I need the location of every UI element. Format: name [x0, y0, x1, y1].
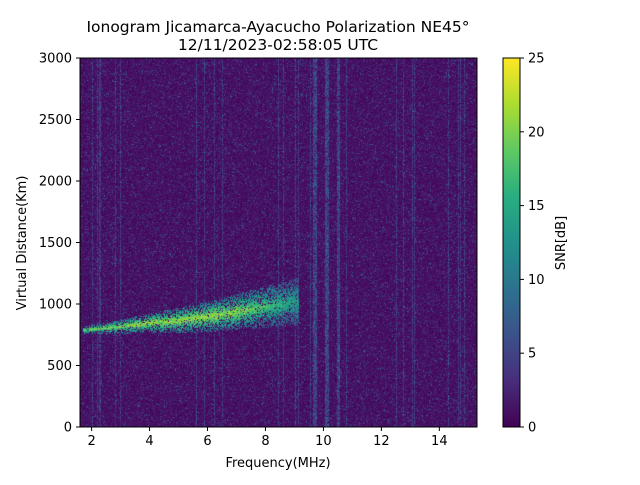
chart-title: Ionogram Jicamarca-Ayacucho Polarization…: [86, 18, 469, 36]
x-tick-label: 10: [315, 434, 332, 449]
y-tick-label: 500: [47, 359, 72, 374]
colorbar-tick-label: 5: [528, 347, 536, 362]
colorbar-ticks: 0 5 10 15 20 25: [520, 52, 545, 436]
y-tick-label: 0: [64, 421, 72, 436]
x-tick-label: 2: [87, 434, 95, 449]
x-tick-label: 8: [261, 434, 269, 449]
y-tick-label: 1500: [39, 236, 72, 251]
x-axis-label: Frequency(MHz): [225, 456, 330, 471]
x-axis-ticks: 2 4 6 8 10 12 14: [87, 427, 448, 449]
colorbar: [502, 57, 521, 428]
y-axis-ticks: 0 500 1000 1500 2000 2500 3000: [39, 52, 80, 436]
heatmap-plot-area: [80, 58, 477, 427]
x-tick-label: 12: [373, 434, 390, 449]
colorbar-tick-label: 25: [528, 52, 545, 67]
colorbar-tick-label: 15: [528, 199, 545, 214]
x-tick-label: 14: [431, 434, 448, 449]
colorbar-label: SNR[dB]: [554, 216, 569, 270]
colorbar-tick-label: 20: [528, 125, 545, 140]
y-tick-label: 1000: [39, 298, 72, 313]
y-tick-label: 2000: [39, 175, 72, 190]
colorbar-tick-label: 10: [528, 273, 545, 288]
y-tick-label: 3000: [39, 52, 72, 67]
heatmap-image: [80, 58, 477, 427]
y-tick-label: 2500: [39, 113, 72, 128]
chart-subtitle: 12/11/2023-02:58:05 UTC: [178, 36, 378, 54]
colorbar-tick-label: 0: [528, 421, 536, 436]
x-tick-label: 6: [203, 434, 211, 449]
x-tick-label: 4: [145, 434, 153, 449]
y-axis-label: Virtual Distance(Km): [15, 176, 30, 311]
